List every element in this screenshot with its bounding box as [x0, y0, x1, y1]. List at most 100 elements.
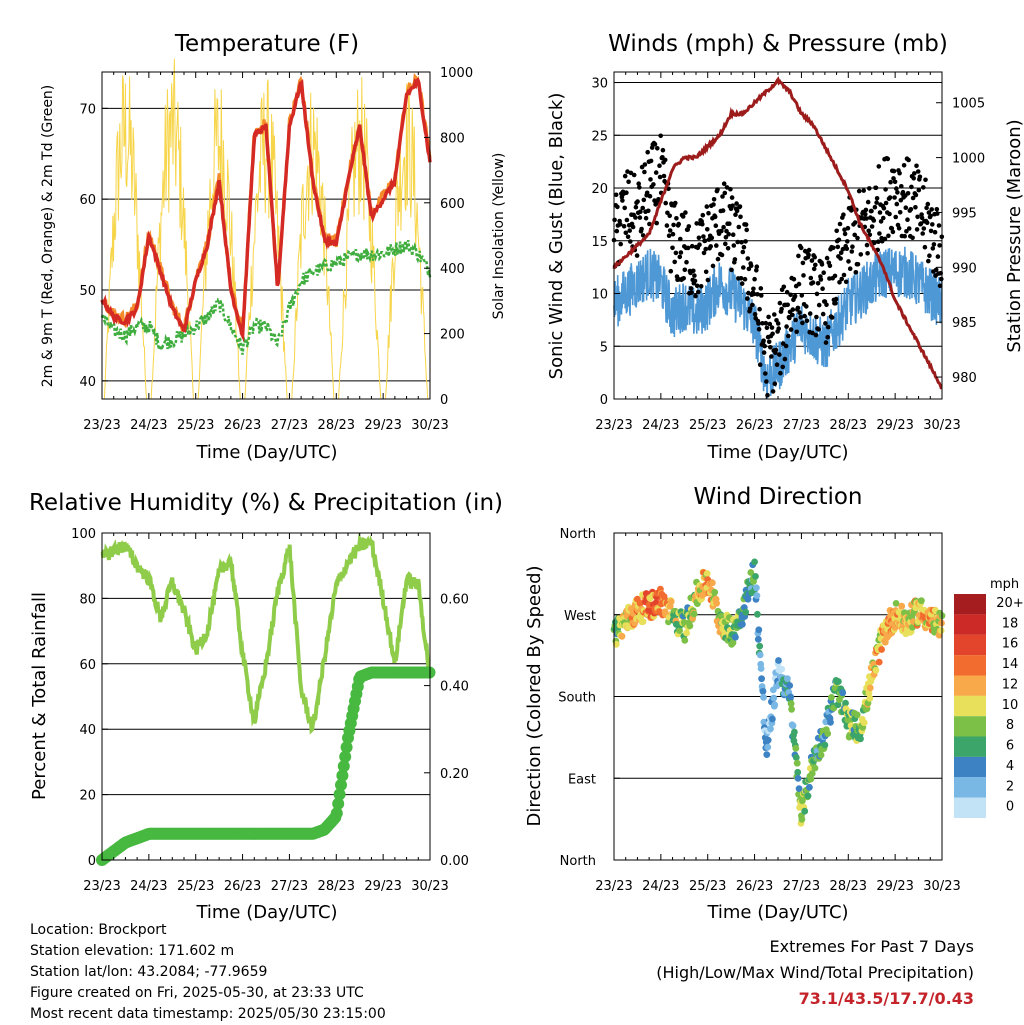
gust-point	[711, 202, 716, 207]
gust-point	[715, 187, 720, 192]
gust-point	[892, 179, 898, 185]
gust-point	[711, 197, 717, 202]
gust-point	[641, 197, 647, 203]
gust-point	[928, 228, 934, 234]
direction-point	[794, 775, 802, 782]
gust-point	[764, 325, 770, 331]
gust-point	[905, 191, 911, 196]
direction-point	[824, 730, 832, 737]
temp-xtick-label: 24/23	[130, 418, 167, 433]
temp-xtick-label: 30/23	[411, 418, 448, 433]
gust-point	[832, 273, 838, 279]
gust-point	[849, 249, 855, 254]
extremes-heading: Extremes For Past 7 Days	[769, 937, 974, 956]
temperature-panel: Temperature (F) 40 50 60 70 0 200 400 600 800 100…	[40, 31, 507, 463]
colorbar-swatch	[954, 594, 986, 615]
gust-point	[691, 268, 696, 274]
rh-ytick-label: 80	[79, 592, 96, 607]
gust-point	[924, 220, 930, 225]
gust-point	[831, 245, 836, 251]
gust-point	[741, 244, 747, 250]
direction-point	[759, 688, 767, 695]
gust-point	[797, 310, 802, 315]
direction-point	[639, 618, 647, 625]
gust-point	[740, 249, 746, 255]
gust-point	[763, 320, 769, 326]
gust-point	[742, 276, 748, 282]
direction-point	[789, 722, 797, 730]
direction-point	[756, 642, 764, 650]
wind-xtick-label: 28/23	[830, 418, 867, 433]
gust-point	[840, 246, 846, 252]
gust-point	[766, 314, 771, 320]
gust-point	[913, 205, 918, 210]
humidity-title: Relative Humidity (%) & Precipitation (i…	[29, 490, 503, 516]
gust-point	[642, 162, 648, 167]
gust-point	[656, 197, 661, 202]
gust-point	[841, 272, 847, 278]
direction-point	[683, 629, 690, 637]
gust-point	[668, 268, 674, 274]
gust-point	[886, 233, 891, 239]
gust-point	[694, 221, 699, 226]
gust-point	[892, 195, 897, 200]
info-latlon: Station lat/lon: 43.2084; -77.9659	[30, 964, 268, 980]
direction-point	[788, 705, 795, 713]
gust-point	[800, 320, 805, 326]
gust-point	[682, 267, 688, 273]
colorbar-label: 16	[1002, 637, 1019, 652]
gust-point	[651, 182, 656, 187]
gust-point	[678, 236, 683, 242]
gust-point	[653, 170, 659, 175]
direction-ytick-label: North	[560, 854, 596, 869]
gust-point	[741, 265, 746, 270]
gust-point	[865, 251, 870, 256]
dir-xtick-label: 25/23	[689, 879, 726, 894]
gust-point	[895, 190, 900, 195]
gust-point	[722, 190, 728, 196]
gust-point	[781, 284, 787, 290]
direction-point	[751, 558, 758, 566]
gust-point	[715, 256, 721, 262]
direction-point	[784, 675, 791, 683]
direction-point	[770, 694, 778, 702]
gust-point	[900, 189, 906, 195]
dir-xtick-label: 23/23	[595, 879, 632, 894]
gust-point	[677, 254, 683, 260]
rh-xtick-label: 28/23	[318, 879, 355, 894]
gust-point	[758, 286, 764, 291]
station-info: Location: Brockport Station elevation: 1…	[30, 920, 386, 1025]
colorbar-swatch	[954, 655, 986, 676]
gust-point	[763, 371, 768, 376]
gust-point	[858, 252, 864, 257]
gust-point	[789, 312, 795, 318]
direction-point	[754, 610, 761, 618]
gust-point	[638, 209, 643, 214]
colorbar-label: 6	[1006, 739, 1014, 754]
colorbar-swatch	[954, 716, 986, 737]
gust-point	[726, 231, 731, 237]
gust-point	[697, 242, 702, 247]
rh-ytick-label: 60	[79, 658, 96, 673]
gust-point	[671, 222, 676, 228]
gust-point	[855, 262, 861, 267]
extremes-values: 73.1/43.5/17.7/0.43	[798, 989, 974, 1008]
pressure-y2tick-label: 1005	[952, 97, 985, 112]
direction-point	[828, 694, 835, 701]
gust-point	[813, 332, 819, 338]
gust-point	[844, 246, 850, 251]
gust-point	[801, 273, 806, 278]
gust-point	[919, 215, 925, 221]
dir-xtick-label: 27/23	[783, 879, 820, 894]
gust-point	[778, 370, 783, 376]
direction-point	[807, 775, 815, 783]
gust-point	[630, 224, 636, 230]
gust-point	[837, 221, 843, 227]
gust-point	[893, 214, 898, 220]
gust-point	[703, 269, 709, 275]
colorbar-swatch	[954, 777, 986, 798]
gust-point	[683, 210, 688, 215]
gust-point	[746, 266, 752, 272]
gust-point	[633, 215, 638, 220]
